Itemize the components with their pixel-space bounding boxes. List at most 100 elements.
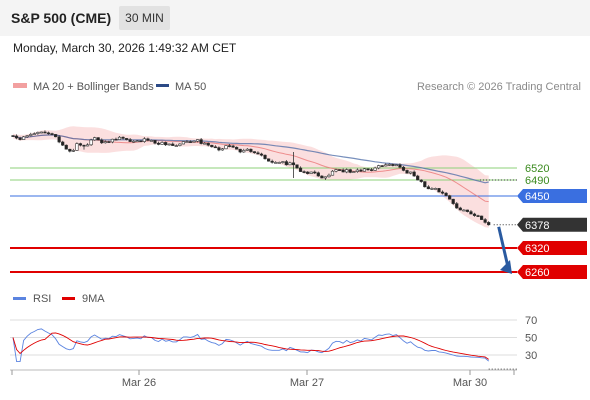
level-tag	[517, 189, 587, 203]
candle-body	[405, 170, 409, 174]
candle-body	[419, 179, 423, 182]
ma20-legend-label: MA 20 + Bollinger Bands	[33, 81, 154, 93]
rsi-tick-label: 70	[525, 315, 537, 327]
candle-body	[224, 145, 228, 150]
candle-body	[288, 162, 292, 166]
candle-body	[156, 142, 161, 145]
candle-body	[185, 141, 189, 143]
candle-body	[153, 140, 157, 144]
candle-body	[259, 153, 264, 156]
candle-body	[472, 213, 477, 216]
candle-body	[479, 215, 484, 220]
level-label: 6450	[525, 191, 549, 203]
candle-body	[57, 136, 61, 143]
candle-body	[316, 172, 320, 177]
candle-body	[75, 143, 79, 151]
x-axis-tick-label: Mar 26	[122, 377, 156, 389]
forecast-arrow-head	[500, 260, 512, 274]
candle-body	[306, 171, 310, 174]
candle-body	[298, 167, 303, 172]
candle-body	[355, 169, 359, 172]
candle-body	[22, 136, 26, 140]
candle-body	[181, 141, 186, 145]
candle-body	[398, 164, 402, 168]
candle-body	[103, 141, 107, 144]
candle-body	[164, 142, 168, 146]
ma50-line	[12, 134, 489, 184]
candle-body	[121, 136, 125, 139]
candle-body	[128, 139, 132, 142]
level-label: 6490	[525, 175, 549, 187]
candle-body	[348, 169, 352, 173]
timeframe-button[interactable]: 30 MIN	[119, 6, 170, 30]
candle-body	[345, 169, 349, 173]
candle-body	[192, 140, 196, 143]
candle-body	[263, 154, 267, 160]
candle-body	[18, 137, 22, 140]
candle-body	[476, 215, 480, 217]
candle-body	[373, 167, 377, 171]
x-axis-tick-label: Mar 30	[453, 377, 487, 389]
candle-body	[423, 181, 427, 188]
ma50-legend-swatch	[156, 84, 169, 87]
candle-body	[132, 140, 136, 143]
candle-body	[50, 133, 54, 135]
rsi-ma-legend-label: 9MA	[82, 293, 105, 305]
candle-body	[341, 169, 345, 173]
candle-body	[387, 164, 391, 166]
candle-body	[36, 132, 40, 134]
candle-body	[295, 164, 299, 169]
candle-body	[96, 137, 100, 141]
candle-body	[213, 146, 217, 149]
x-axis-tick-label: Mar 27	[290, 377, 324, 389]
candle-body	[85, 144, 90, 147]
forecast-arrow	[497, 226, 512, 274]
candle-body	[114, 138, 118, 141]
level-label: 6320	[525, 243, 549, 255]
level-tag	[517, 265, 587, 279]
level-tag	[517, 241, 587, 255]
candle-body	[210, 144, 214, 148]
candle-body	[217, 147, 221, 151]
candle-body	[433, 188, 438, 190]
timestamp: Monday, March 30, 2026 1:49:32 AM CET	[13, 41, 237, 55]
instrument-title: S&P 500 (CME)	[11, 10, 112, 26]
last-price-tag	[517, 217, 587, 232]
level-label: 6260	[525, 267, 549, 279]
candle-body	[110, 138, 114, 143]
candle-body	[256, 152, 260, 155]
candle-body	[327, 174, 331, 178]
level-lines	[10, 167, 517, 273]
candle-body	[249, 148, 253, 152]
candle-body	[242, 150, 246, 153]
candle-body	[458, 207, 462, 211]
candle-body	[369, 169, 374, 171]
candle-body	[174, 145, 178, 147]
candle-body	[178, 143, 182, 146]
x-axis-ticks: Mar 26 Mar 27 Mar 30	[11, 370, 515, 389]
candle-body	[274, 162, 278, 164]
candle-body	[444, 192, 448, 196]
candle-body	[196, 139, 200, 142]
candle-body	[366, 168, 370, 171]
candle-body	[377, 165, 381, 169]
candle-body	[68, 148, 72, 152]
candle-body	[313, 171, 317, 174]
last-price-label: 6378	[525, 220, 549, 232]
candle-body	[266, 158, 271, 162]
candle-body	[146, 138, 150, 141]
candle-body	[188, 141, 193, 143]
candle-body	[171, 143, 175, 146]
candle-body	[100, 139, 104, 144]
candle-body	[245, 148, 249, 151]
candle-body	[483, 219, 487, 223]
candle-body	[135, 140, 139, 143]
candle-body	[227, 145, 232, 147]
candle-body	[206, 142, 210, 146]
research-watermark: Research © 2026 Trading Central	[417, 81, 581, 93]
candle-body	[281, 161, 285, 163]
candle-body	[25, 135, 29, 138]
candle-body	[43, 131, 47, 134]
candle-body	[235, 146, 239, 150]
